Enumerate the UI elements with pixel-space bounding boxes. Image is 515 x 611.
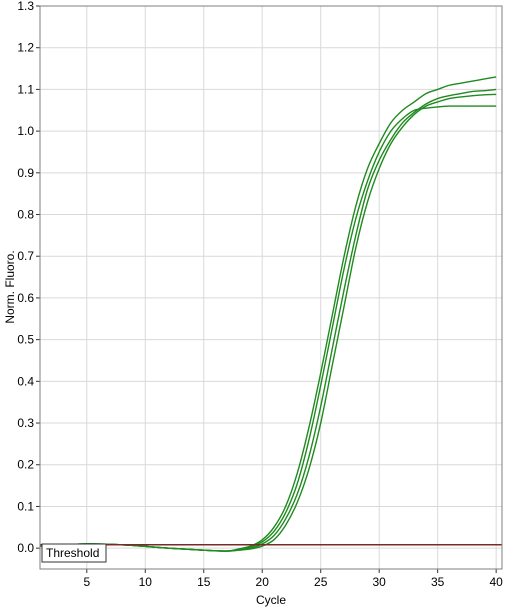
x-axis-ticks: 5 10 15 20 25 30 35 40: [83, 569, 503, 589]
threshold-label: Threshold: [41, 543, 107, 563]
x-tick-label: 30: [373, 575, 387, 589]
y-tick-label: 0.1: [17, 499, 34, 513]
threshold-label-box: [41, 543, 107, 563]
series-group: [39, 76, 497, 552]
y-tick-label: 0.4: [17, 374, 34, 388]
y-tick-label: 0.0: [17, 541, 34, 555]
y-axis-ticks: 0.0 0.1 0.2 0.3 0.4 0.5 0.6 0.7 0.8 0.9 1.0 1.1 1.2 1…: [17, 0, 40, 555]
x-tick-label: 10: [139, 575, 153, 589]
x-tick-label: 5: [83, 575, 90, 589]
x-axis-label: Cycle: [256, 593, 286, 607]
y-tick-label: 0.3: [17, 416, 34, 430]
grid: [40, 5, 502, 569]
threshold-label-text: Threshold: [46, 546, 99, 560]
y-axis-label: Norm. Fluoro.: [3, 250, 17, 323]
y-tick-label: 1.3: [17, 0, 34, 13]
x-tick-label: 15: [197, 575, 211, 589]
y-tick-label: 0.6: [17, 291, 34, 305]
plot-frame: [39, 5, 503, 570]
x-tick-label: 35: [431, 575, 445, 589]
x-tick-label: 20: [256, 575, 270, 589]
x-tick-label: 40: [489, 575, 503, 589]
y-tick-label: 1.2: [17, 41, 34, 55]
y-tick-label: 0.2: [17, 458, 34, 472]
y-tick-label: 1.1: [17, 82, 34, 96]
y-tick-label: 1.0: [17, 124, 34, 138]
plot-background: [40, 6, 502, 569]
series-line-4: [39, 93, 497, 552]
y-tick-label: 0.9: [17, 166, 34, 180]
x-tick-label: 25: [314, 575, 328, 589]
y-tick-label: 0.7: [17, 249, 34, 263]
y-tick-label: 0.8: [17, 208, 34, 222]
y-tick-label: 0.5: [17, 333, 34, 347]
